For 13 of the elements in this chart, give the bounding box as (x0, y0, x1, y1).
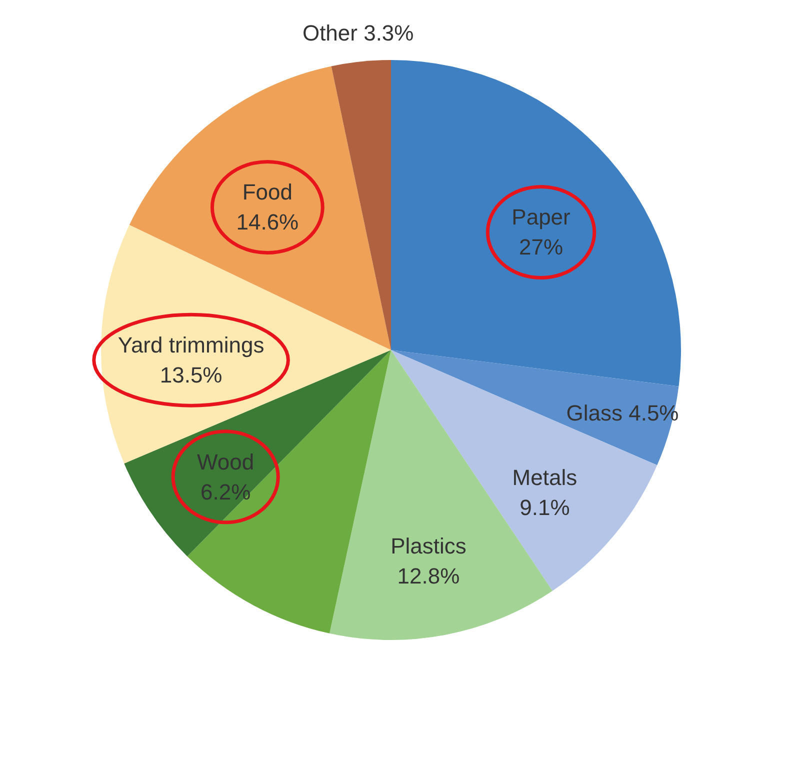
data-label: 14.6% (236, 210, 299, 235)
data-label: 9.1% (520, 494, 570, 520)
slice-label: Other 3.3% (302, 20, 414, 46)
data-label: 27% (519, 234, 564, 260)
data-label: 13.5% (160, 362, 222, 388)
slice-label: Food (242, 180, 293, 205)
slice-label: Paper (512, 204, 570, 230)
data-label: 6.2% (200, 479, 251, 504)
slice-label: Yard trimmings (118, 332, 264, 358)
slice-label: Plastics (390, 533, 466, 558)
slice-label: Metals (512, 464, 578, 490)
data-label: 12.8% (397, 563, 460, 588)
slice-label: Wood (197, 449, 254, 474)
